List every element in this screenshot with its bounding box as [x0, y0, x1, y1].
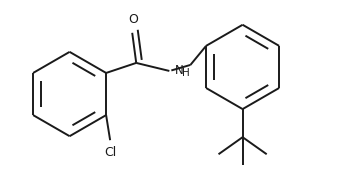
- Text: Cl: Cl: [104, 146, 116, 159]
- Text: O: O: [128, 13, 138, 26]
- Text: N: N: [175, 64, 184, 77]
- Text: H: H: [182, 68, 190, 78]
